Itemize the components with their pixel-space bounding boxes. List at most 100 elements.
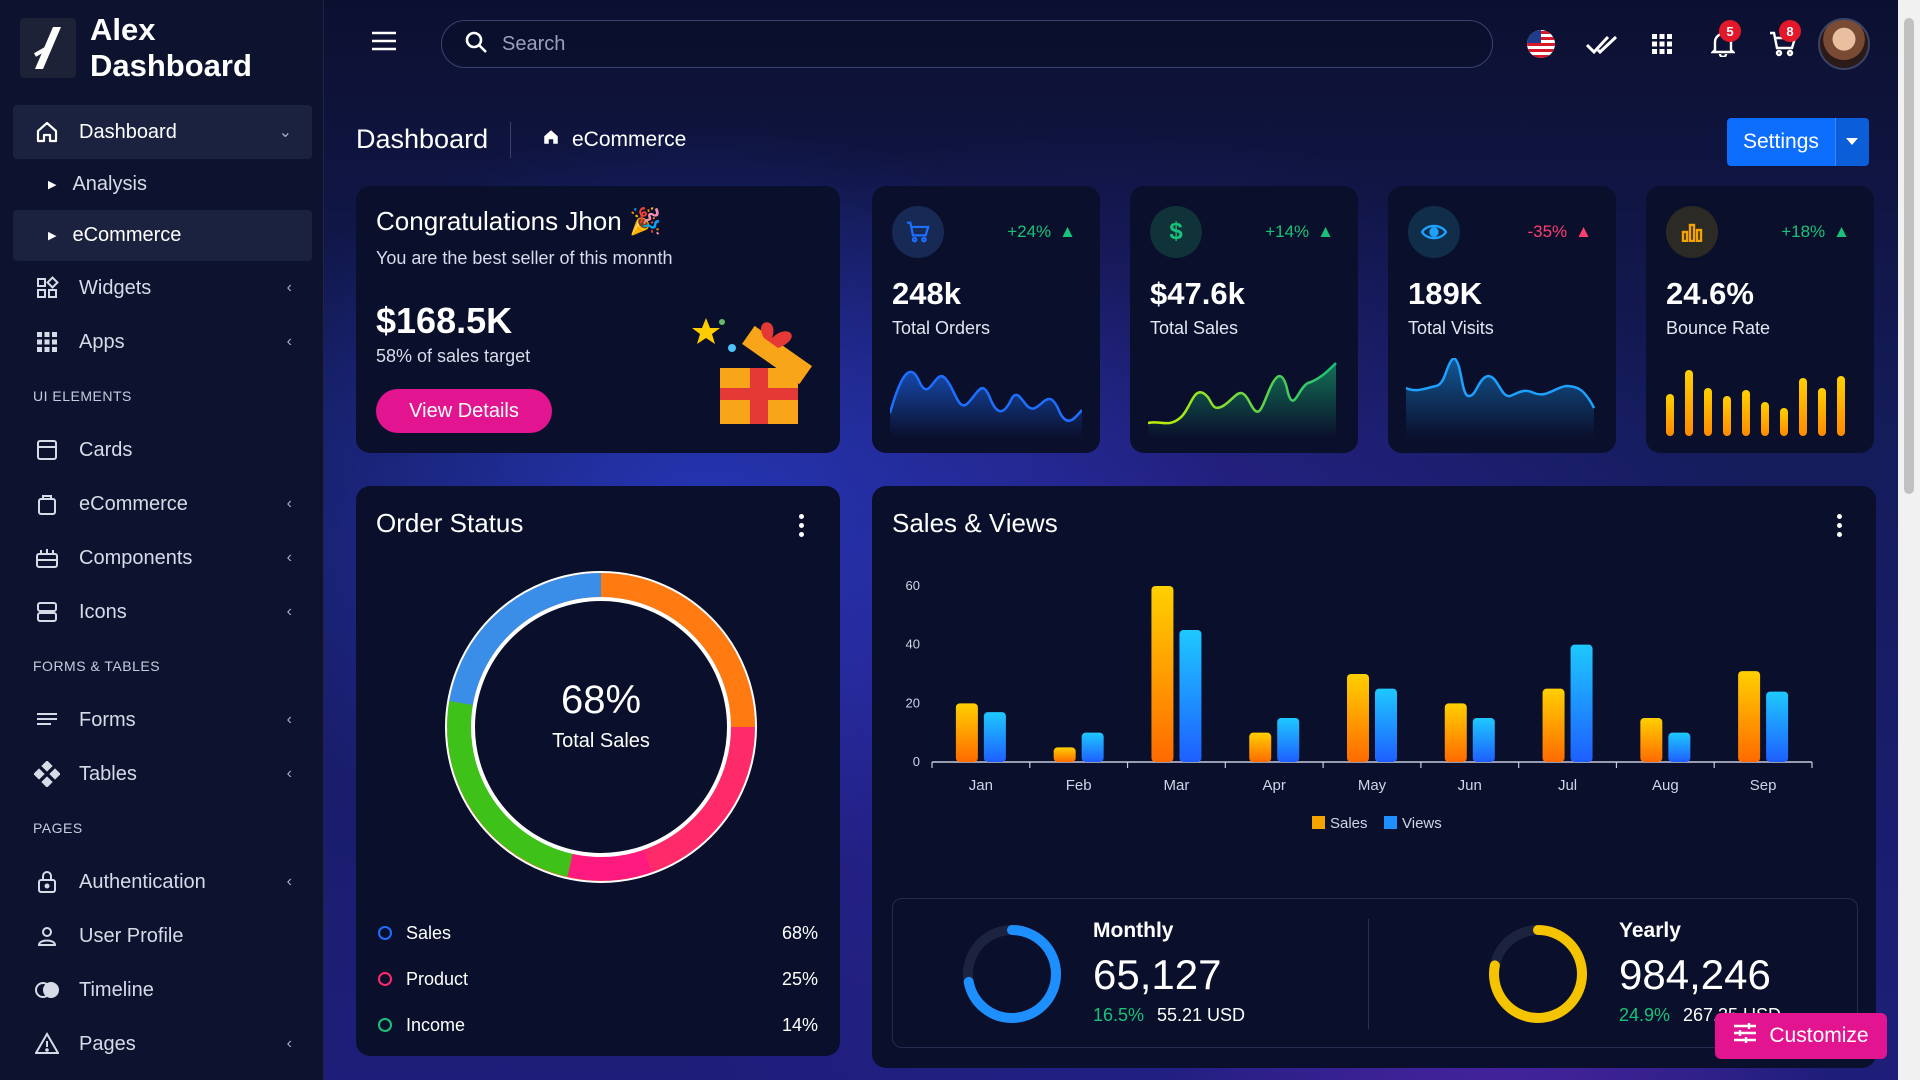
eye-icon — [1408, 206, 1460, 258]
search-icon — [464, 30, 488, 59]
view-details-button[interactable]: View Details — [376, 389, 552, 433]
order-status-title: Order Status — [376, 508, 524, 538]
monthly-usd: 55.21 USD — [1157, 1005, 1246, 1025]
search-input[interactable] — [502, 32, 1402, 56]
nav-heading-forms-tables: FORMS & TABLES — [33, 658, 161, 674]
bag-icon — [33, 490, 61, 518]
sidebar-nav: Dashboard ⌄ ▶ Analysis ▶ eCommerce Widge… — [13, 105, 312, 1071]
sidebar-item-ecommerce[interactable]: eCommerce ‹ — [13, 477, 312, 531]
stat-label: Total Sales — [1150, 318, 1239, 338]
sidebar: Alex Dashboard Dashboard ⌄ ▶ Analysis ▶ … — [0, 0, 324, 1080]
breadcrumb-current: eCommerce — [572, 128, 687, 151]
icons-icon — [33, 598, 61, 626]
bar-sales-apr — [1249, 732, 1272, 762]
stat-value: 189K — [1408, 276, 1483, 311]
congrats-subtitle: You are the best seller of this monnth — [376, 248, 673, 268]
sidebar-item-dashboard[interactable]: Dashboard ⌄ — [13, 105, 312, 159]
bar-views-mar — [1179, 630, 1202, 762]
chevron-left-icon: ‹ — [286, 711, 292, 728]
sidebar-subitem-ecommerce[interactable]: ▶ eCommerce — [13, 210, 312, 261]
sidebar-item-user-profile[interactable]: User Profile — [13, 909, 312, 963]
y-tick-label: 60 — [906, 578, 920, 593]
customize-button[interactable]: Customize — [1715, 1013, 1887, 1059]
sidebar-item-components[interactable]: Components ‹ — [13, 531, 312, 585]
more-vertical-icon[interactable] — [1834, 514, 1844, 537]
card-icon — [33, 436, 61, 464]
x-tick-label: Sep — [1750, 777, 1777, 794]
settings-button[interactable]: Settings — [1727, 118, 1835, 166]
stat-label: Total Visits — [1408, 318, 1494, 338]
stat-value: $47.6k — [1150, 276, 1245, 311]
x-tick-label: Apr — [1263, 777, 1286, 794]
settings-split-button[interactable]: Settings — [1727, 118, 1869, 166]
sidebar-item-apps[interactable]: Apps ‹ — [13, 315, 312, 369]
sidebar-item-tables[interactable]: Tables ‹ — [13, 747, 312, 801]
y-tick-label: 20 — [906, 695, 920, 710]
bar-views-jan — [983, 712, 1006, 762]
y-tick-label: 40 — [906, 637, 920, 652]
sidebar-item-icons[interactable]: Icons ‹ — [13, 585, 312, 639]
top-bar: 5 8 — [325, 0, 1900, 88]
sidebar-item-authentication[interactable]: Authentication ‹ — [13, 855, 312, 909]
congratulations-card: Congratulations Jhon 🎉 You are the best … — [356, 186, 840, 453]
scrollbar-thumb[interactable] — [1904, 18, 1914, 494]
legend-swatch-sales — [1312, 816, 1325, 829]
stat-change: -35% ▲ — [1527, 222, 1592, 241]
bar-views-may — [1375, 688, 1397, 762]
legend-item-income: Income 14% — [378, 1010, 818, 1040]
x-tick-label: Feb — [1066, 777, 1092, 794]
donut-center-value: 68% — [560, 678, 642, 722]
sidebar-item-cards[interactable]: Cards — [13, 423, 312, 477]
sidebar-item-label: Components — [79, 546, 193, 569]
bar-views-jun — [1472, 718, 1495, 762]
breadcrumb-divider — [510, 122, 511, 158]
user-avatar[interactable] — [1818, 18, 1870, 70]
stat-card-visits: -35% ▲ 189K Total Visits — [1388, 186, 1616, 453]
more-vertical-icon[interactable] — [796, 514, 806, 537]
apps-grid-icon[interactable] — [1642, 24, 1682, 64]
sidebar-item-pages[interactable]: Pages ‹ — [13, 1017, 312, 1071]
sidebar-item-forms[interactable]: Forms ‹ — [13, 693, 312, 747]
dollar-icon: $ — [1150, 206, 1202, 258]
stat-value: 248k — [892, 276, 961, 311]
monthly-pct: 16.5% — [1093, 1005, 1145, 1025]
notification-bell-icon[interactable]: 5 — [1703, 20, 1743, 64]
legend-label-sales: Sales — [1330, 815, 1368, 832]
circle-icon — [378, 926, 392, 940]
breadcrumb[interactable]: eCommerce — [542, 128, 686, 152]
yearly-ring — [1489, 925, 1587, 1023]
y-tick-label: 0 — [913, 754, 920, 769]
home-icon — [33, 118, 61, 146]
flag-us-icon[interactable] — [1521, 24, 1561, 64]
sliders-icon — [1733, 1022, 1757, 1050]
sidebar-item-label: Cards — [79, 438, 133, 461]
legend-item-product: Product 25% — [378, 964, 818, 994]
chevron-up-icon: ▲ — [1059, 222, 1076, 241]
menu-toggle-icon[interactable] — [371, 30, 397, 57]
chevron-left-icon: ‹ — [286, 873, 292, 890]
bar-sales-sep — [1738, 671, 1761, 762]
stat-change: +14% ▲ — [1265, 222, 1334, 241]
stat-change: +18% ▲ — [1781, 222, 1850, 241]
cart-icon[interactable]: 8 — [1763, 20, 1803, 64]
home-icon — [542, 128, 560, 152]
notification-badge: 5 — [1719, 20, 1741, 42]
caret-down-icon[interactable] — [1834, 118, 1869, 166]
sidebar-item-label: eCommerce — [72, 224, 182, 246]
congrats-title: Congratulations Jhon 🎉 — [376, 206, 662, 236]
monthly-value: 65,127 — [1093, 951, 1222, 998]
bar-views-jul — [1570, 644, 1593, 762]
chevron-up-icon: ▲ — [1575, 222, 1592, 241]
x-tick-label: Mar — [1164, 777, 1190, 794]
sidebar-item-widgets[interactable]: Widgets ‹ — [13, 261, 312, 315]
page-scrollbar[interactable] — [1898, 0, 1920, 1080]
sidebar-subitem-analysis[interactable]: ▶ Analysis — [13, 159, 312, 210]
double-check-icon[interactable] — [1582, 24, 1622, 64]
forms-icon — [33, 706, 61, 734]
logo[interactable]: Alex Dashboard — [20, 12, 252, 84]
bar-views-sep — [1766, 691, 1789, 762]
lock-icon — [33, 868, 61, 896]
sidebar-item-label: Forms — [79, 708, 136, 731]
sidebar-item-timeline[interactable]: Timeline — [13, 963, 312, 1017]
search-bar[interactable] — [441, 20, 1493, 68]
